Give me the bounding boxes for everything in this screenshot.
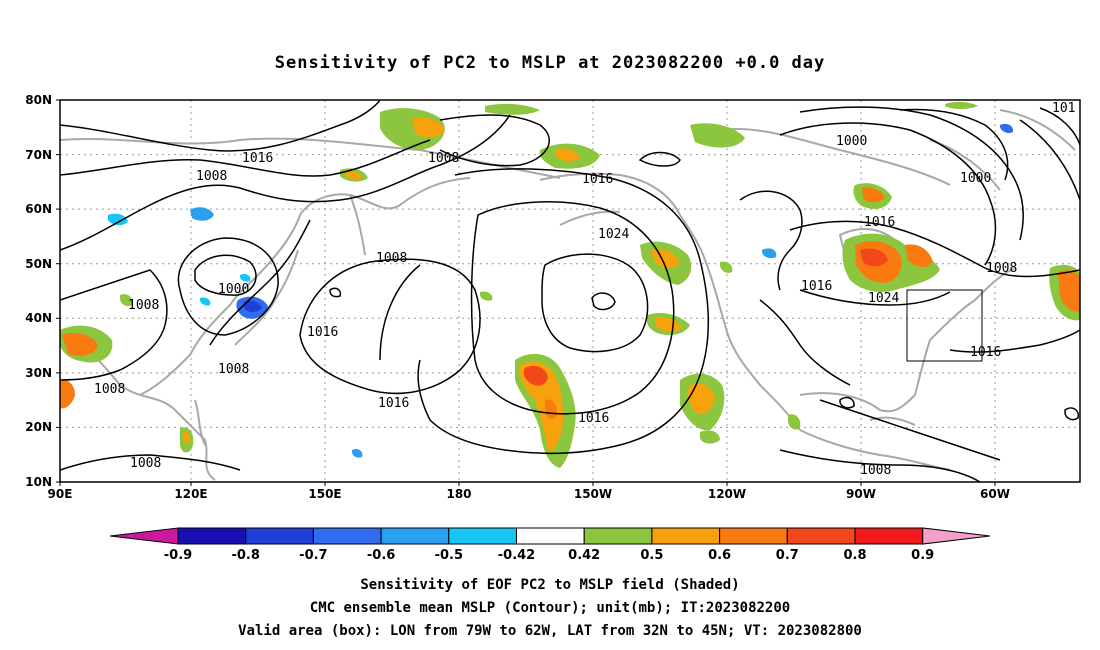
contour-label: 101 <box>1052 101 1075 116</box>
contour-label: 1016 <box>801 279 832 294</box>
lat-label: 40N <box>25 311 52 325</box>
contour-label: 1000 <box>960 171 991 186</box>
colorbar-segment <box>516 527 585 545</box>
contour-label: 1024 <box>868 291 899 306</box>
lat-label: 80N <box>25 93 52 107</box>
contour-label: 1008 <box>428 151 459 166</box>
contour-label: 1016 <box>242 151 273 166</box>
contour-label: 1008 <box>860 463 891 478</box>
colorbar-right-arrow <box>922 527 991 545</box>
lon-labels: 90E 120E 150E 180 150W 120W 90W 60W <box>48 487 1010 501</box>
lat-label: 60N <box>25 202 52 216</box>
contour-label: 1016 <box>582 172 613 187</box>
lon-label: 90W <box>846 487 876 501</box>
colorbar-segment <box>448 527 517 545</box>
axis-ticks <box>56 99 996 486</box>
contour-labels: 1016 1008 1008 1016 1000 1000 1016 1024 … <box>94 101 1075 478</box>
mslp-contours <box>60 100 1080 482</box>
figure-title: Sensitivity of PC2 to MSLP at 2023082200… <box>275 53 826 73</box>
plot-frame <box>59 99 1081 483</box>
colorbar-tick-label: -0.9 <box>164 548 192 563</box>
contour-label: 1000 <box>836 134 867 149</box>
colorbar-tick-label: -0.6 <box>367 548 395 563</box>
colorbar-tick-label: -0.42 <box>498 548 535 563</box>
colorbar-segment <box>786 527 856 545</box>
lat-label: 10N <box>25 475 52 489</box>
colorbar-tick-label: 0.5 <box>640 548 663 563</box>
contour-label: 1008 <box>196 169 227 184</box>
colorbar-tick-label: 0.6 <box>708 548 731 563</box>
caption-line-1: Sensitivity of EOF PC2 to MSLP field (Sh… <box>360 577 739 593</box>
lat-labels: 80N 70N 60N 50N 40N 30N 20N 10N <box>25 93 52 489</box>
caption-line-3: Valid area (box): LON from 79W to 62W, L… <box>238 623 862 639</box>
colorbar-left-arrow <box>109 527 179 545</box>
contour-label: 1016 <box>864 215 895 230</box>
lon-label: 150W <box>574 487 612 501</box>
colorbar-tick-label: 0.42 <box>568 548 600 563</box>
colorbar-tick-label: -0.5 <box>435 548 463 563</box>
lat-label: 50N <box>25 257 52 271</box>
lat-label: 70N <box>25 148 52 162</box>
contour-label: 1008 <box>218 362 249 377</box>
colorbar-segment <box>651 527 721 545</box>
colorbar-segment <box>719 527 788 545</box>
lat-label: 20N <box>25 420 52 434</box>
colorbar: -0.9 -0.8 -0.7 -0.6 -0.5 -0.42 0.42 0.5 0.6 0.7 0.… <box>109 527 991 563</box>
colorbar-tick-label: -0.7 <box>299 548 327 563</box>
lon-label: 60W <box>980 487 1010 501</box>
colorbar-tick-label: 0.7 <box>776 548 799 563</box>
contour-label: 1008 <box>128 298 159 313</box>
lon-label: 180 <box>446 487 471 501</box>
contour-label: 1008 <box>130 456 161 471</box>
colorbar-tick-label: -0.8 <box>231 548 259 563</box>
contour-label: 1000 <box>218 282 249 297</box>
contour-label: 1016 <box>578 411 609 426</box>
contour-label: 1024 <box>598 227 629 242</box>
colorbar-segment <box>583 527 653 545</box>
lon-label: 90E <box>48 487 73 501</box>
lon-label: 120W <box>708 487 746 501</box>
colorbar-segment <box>380 527 450 545</box>
colorbar-segment <box>177 527 247 545</box>
lon-label: 150E <box>308 487 341 501</box>
contour-label: 1016 <box>970 345 1001 360</box>
contour-label: 1008 <box>94 382 125 397</box>
valid-area-box <box>906 289 983 362</box>
caption-line-2: CMC ensemble mean MSLP (Contour); unit(m… <box>310 600 790 616</box>
lat-label: 30N <box>25 366 52 380</box>
colorbar-segment <box>312 527 382 545</box>
colorbar-segment <box>245 527 314 545</box>
contour-label: 1016 <box>378 396 409 411</box>
lon-label: 120E <box>174 487 207 501</box>
colorbar-tick-label: 0.8 <box>843 548 866 563</box>
colorbar-tick-label: 0.9 <box>911 548 934 563</box>
contour-label: 1008 <box>376 251 407 266</box>
contour-label: 1008 <box>986 261 1017 276</box>
contour-label: 1016 <box>307 325 338 340</box>
colorbar-segment <box>854 527 924 545</box>
plot-area: 1016 1008 1008 1016 1000 1000 1016 1024 … <box>25 93 1081 501</box>
